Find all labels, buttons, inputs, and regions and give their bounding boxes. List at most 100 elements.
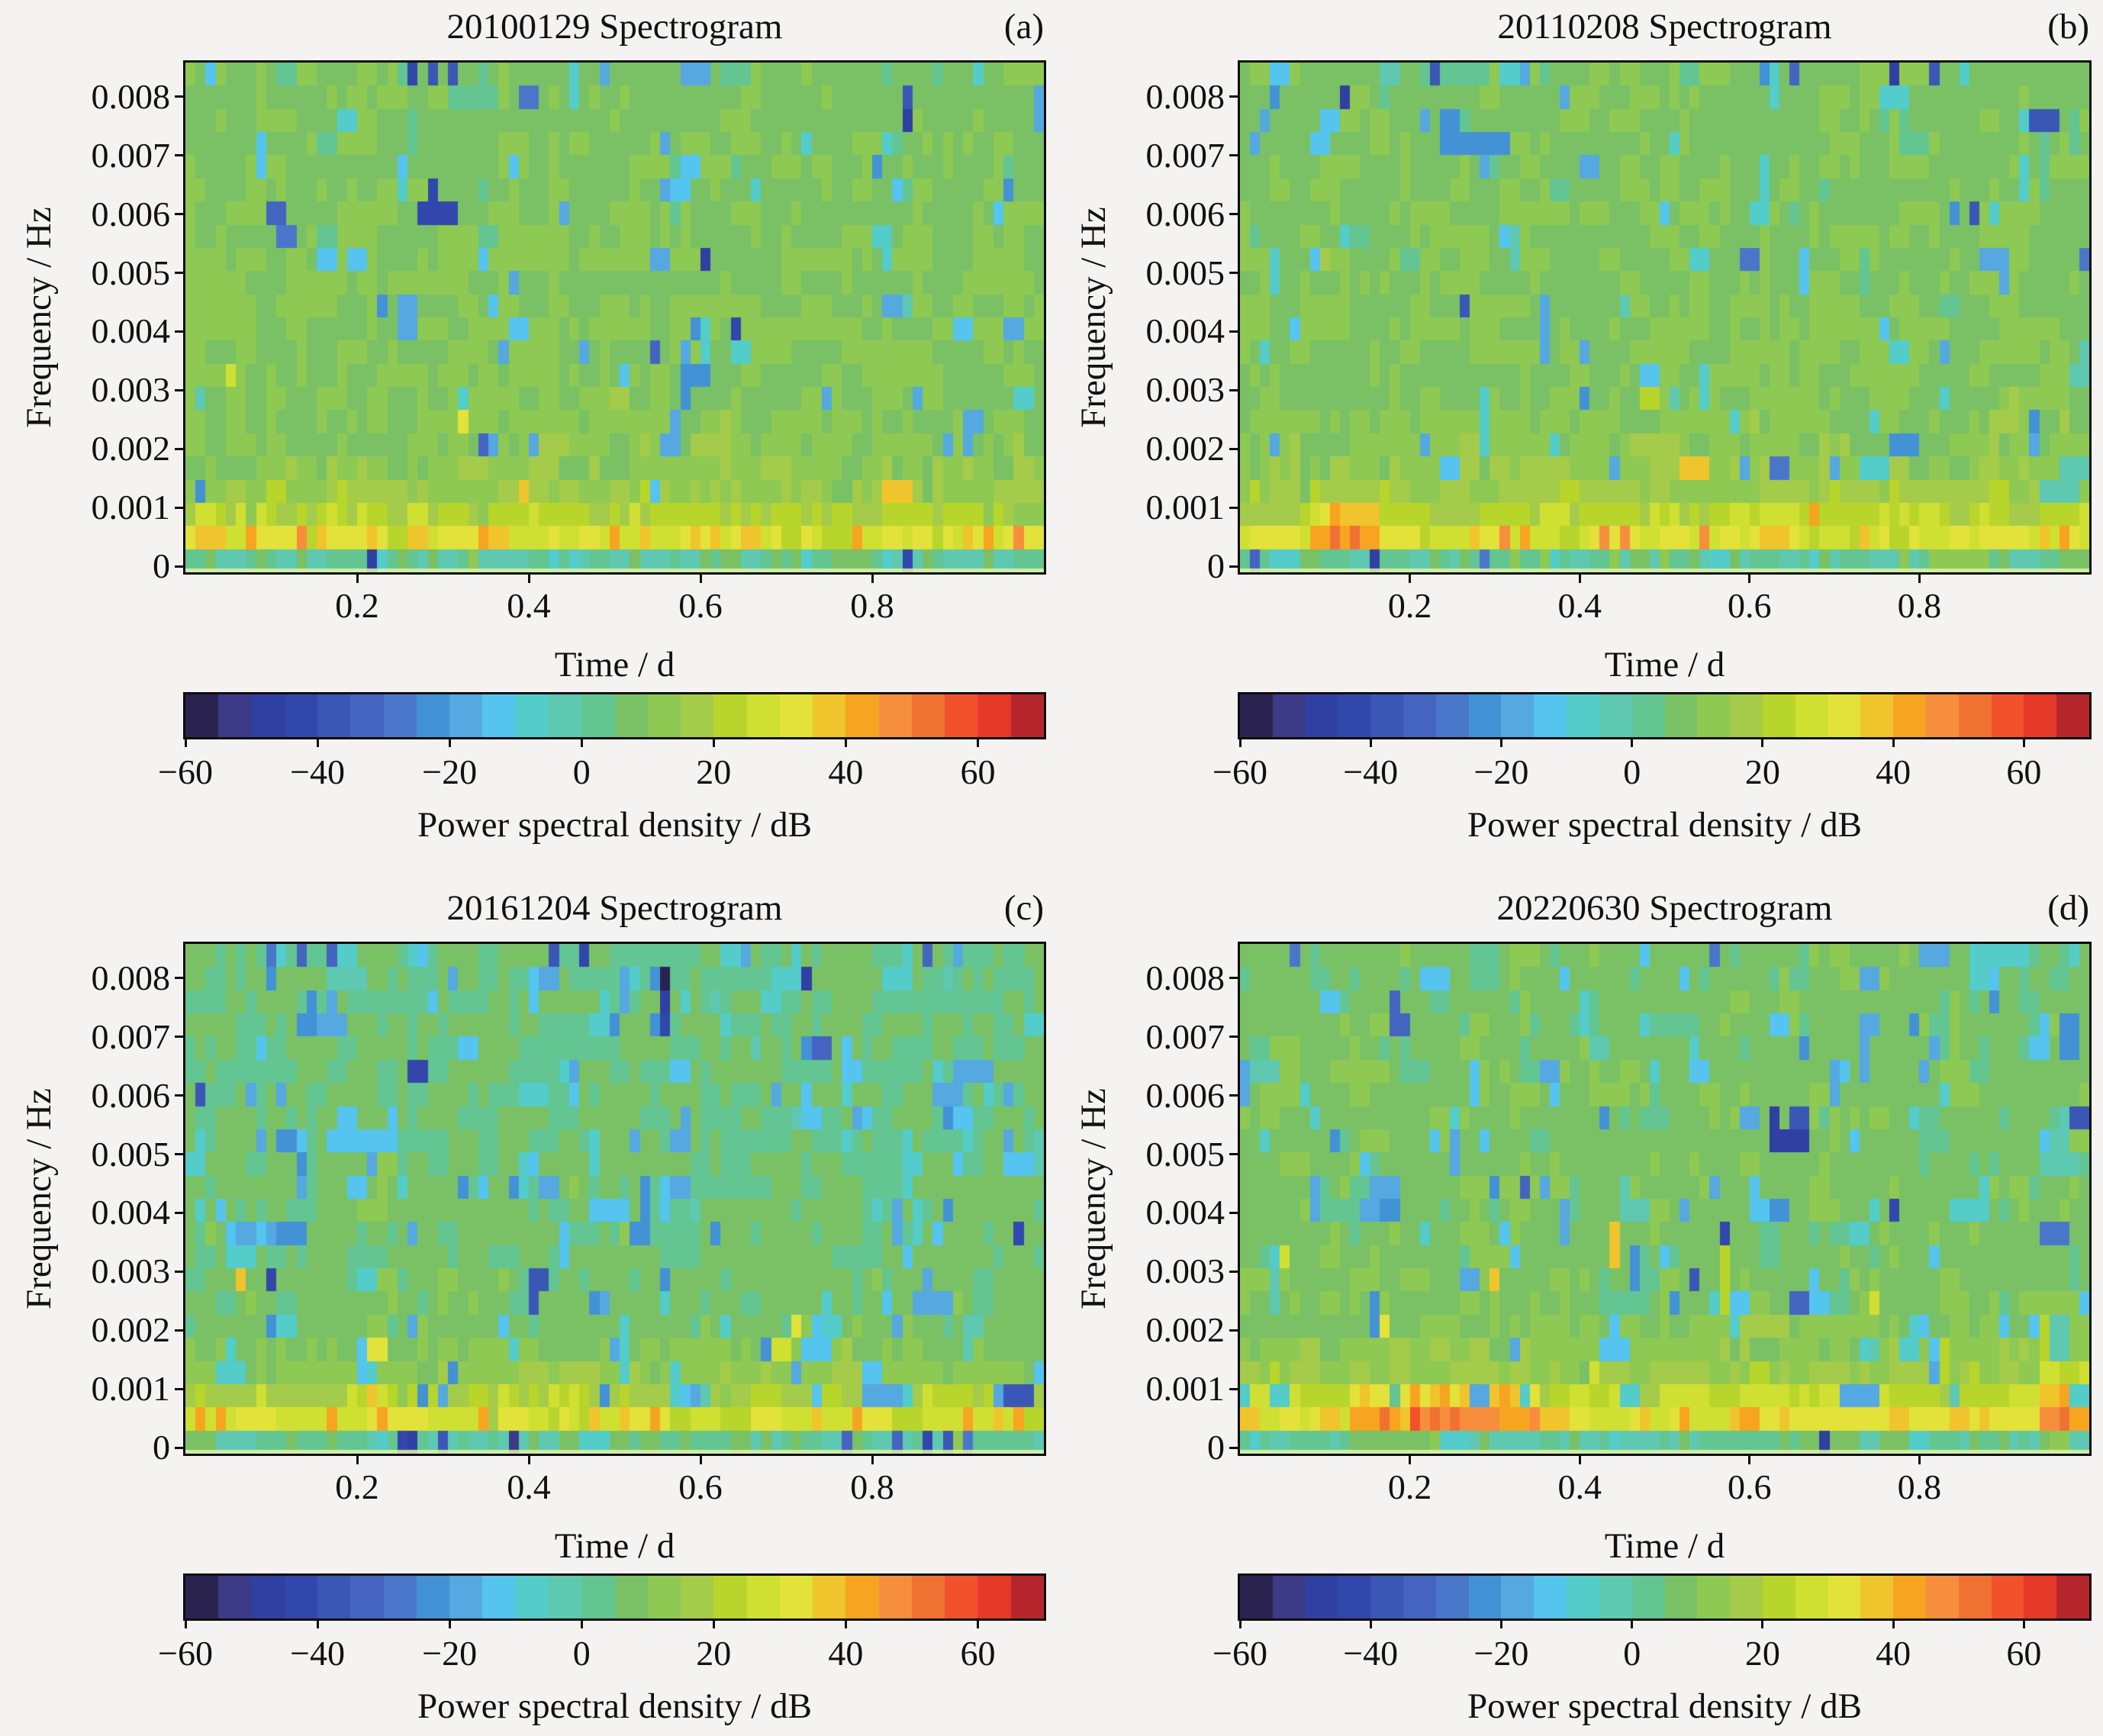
colorbar-tick-label: 0	[572, 1634, 591, 1673]
colorbar-tick-label: 20	[1744, 752, 1780, 791]
y-axis-tick	[1229, 1211, 1240, 1214]
colorbar-tick	[316, 737, 319, 747]
y-axis-tick	[1229, 1035, 1240, 1039]
y-axis-tick-label: 0	[153, 546, 170, 586]
y-axis-tick-label: 0.004	[91, 1193, 171, 1232]
y-axis-tick	[175, 1329, 185, 1332]
colorbar-tick	[1761, 737, 1764, 747]
colorbar-tick	[2022, 1618, 2025, 1628]
colorbar-tick-label: −40	[290, 752, 346, 791]
x-axis-tick-label: 0.2	[1387, 586, 1432, 625]
y-axis-tick	[1229, 1094, 1240, 1097]
y-axis-tick	[1229, 95, 1240, 98]
y-axis-tick	[1229, 565, 1240, 568]
y-axis-tick	[175, 565, 185, 568]
colorbar-tick	[2022, 737, 2025, 747]
x-axis-tick	[1409, 1454, 1412, 1464]
y-axis-tick-label: 0	[1207, 1428, 1225, 1467]
spectrogram-heatmap	[1240, 63, 2089, 572]
y-axis-tick	[175, 1153, 185, 1155]
colorbar-tick	[1892, 1618, 1895, 1628]
y-axis-tick-label: 0.006	[1145, 1075, 1225, 1115]
x-axis-tick	[527, 1454, 530, 1464]
colorbar-tick	[316, 1618, 319, 1628]
x-axis-tick-label: 0.4	[507, 586, 551, 625]
y-axis-tick	[175, 447, 185, 450]
x-axis-tick-label: 0.2	[335, 1467, 379, 1506]
colorbar-tick	[712, 737, 715, 747]
colorbar-tick	[1238, 737, 1242, 747]
y-axis-tick	[175, 95, 185, 98]
colorbar-label: Power spectral density / dB	[1467, 805, 1862, 845]
colorbar-tick-label: −60	[1213, 752, 1267, 791]
colorbar-tick	[976, 737, 979, 747]
y-axis-tick	[1229, 1153, 1240, 1155]
colorbar	[185, 694, 1044, 737]
y-axis-tick	[175, 1211, 185, 1214]
x-axis-tick-label: 0.8	[850, 586, 894, 625]
y-axis-tick	[1229, 154, 1240, 157]
colorbar-tick-label: 0	[1623, 752, 1641, 791]
panel-letter-label: (d)	[2047, 888, 2089, 928]
colorbar-tick	[1761, 1618, 1764, 1628]
x-axis-tick	[699, 1454, 702, 1464]
colorbar	[185, 1576, 1044, 1618]
colorbar-tick	[1631, 737, 1634, 747]
colorbar-tick	[1499, 737, 1502, 747]
y-axis-tick-label: 0.002	[1145, 1310, 1225, 1350]
colorbar	[1240, 694, 2089, 737]
x-axis-tick	[871, 1454, 874, 1464]
panel-title-row: 20100129 Spectrogram (a)	[185, 3, 1044, 50]
spectrogram-heatmap	[185, 63, 1044, 572]
y-axis-tick-label: 0.002	[1145, 429, 1225, 469]
y-axis-tick-label: 0.001	[91, 488, 171, 527]
y-axis-tick-label: 0.004	[91, 311, 171, 351]
colorbar-tick	[448, 1618, 451, 1628]
panel-title-row: 20161204 Spectrogram (c)	[185, 884, 1044, 932]
panel-letter-label: (c)	[1003, 888, 1044, 928]
colorbar-tick-label: −40	[1343, 752, 1399, 791]
x-axis-tick-label: 0.8	[1897, 1467, 1942, 1506]
colorbar-tick-label: −20	[422, 1634, 478, 1673]
y-axis-tick	[1229, 1270, 1240, 1273]
y-axis-tick	[175, 154, 185, 157]
x-axis-tick	[699, 572, 702, 583]
panel-title-row: 20110208 Spectrogram (b)	[1240, 3, 2089, 50]
colorbar-tick-label: −60	[1213, 1634, 1267, 1673]
y-axis-tick-label: 0.003	[91, 370, 171, 410]
colorbar-tick-label: 40	[1876, 752, 1911, 791]
colorbar-tick	[580, 1618, 583, 1628]
colorbar-tick	[1369, 737, 1372, 747]
colorbar-tick-label: −40	[1343, 1634, 1399, 1673]
colorbar-tick-label: 20	[1744, 1634, 1780, 1673]
y-axis-tick	[175, 1446, 185, 1449]
y-axis-tick	[175, 388, 185, 391]
colorbar-tick-label: −20	[1473, 752, 1529, 791]
x-axis-tick-label: 0.6	[1728, 1467, 1772, 1506]
y-axis-tick-label: 0.004	[1145, 1193, 1225, 1232]
panel-title: 20100129 Spectrogram	[446, 7, 783, 47]
panel-title: 20161204 Spectrogram	[446, 888, 783, 928]
y-axis-tick-label: 0.006	[91, 194, 171, 234]
colorbar-tick-label: −40	[290, 1634, 346, 1673]
x-axis-tick-label: 0.2	[335, 586, 379, 625]
y-axis-tick-label: 0.003	[1145, 370, 1225, 410]
x-axis-tick-label: 0.6	[678, 1467, 723, 1506]
colorbar-tick	[580, 737, 583, 747]
x-axis-tick-label: 0.6	[1728, 586, 1772, 625]
x-axis-tick-label: 0.4	[507, 1467, 551, 1506]
x-axis-label: Time / d	[1604, 645, 1725, 684]
colorbar-tick-label: 0	[572, 752, 591, 791]
colorbar-tick-label: 60	[960, 752, 996, 791]
y-axis-tick-label: 0.002	[91, 1310, 171, 1350]
colorbar-tick	[844, 737, 847, 747]
colorbar-tick	[712, 1618, 715, 1628]
colorbar-tick-label: −60	[158, 752, 213, 791]
y-axis-tick-label: 0.002	[91, 429, 171, 469]
x-axis-tick	[1918, 1454, 1921, 1464]
colorbar-tick	[448, 737, 451, 747]
y-axis-tick	[175, 330, 185, 333]
colorbar	[1240, 1576, 2089, 1618]
colorbar-tick-label: 20	[696, 752, 732, 791]
